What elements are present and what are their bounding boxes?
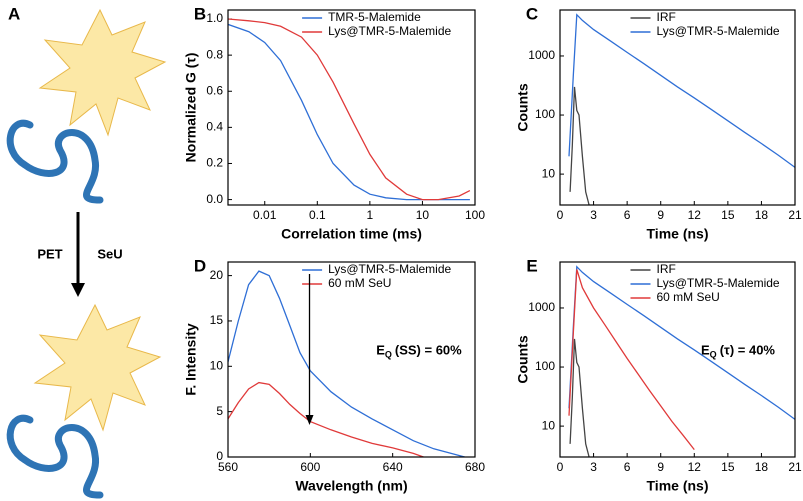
panel-label: D: [194, 256, 206, 275]
legend-label: Lys@TMR-5-Malemide: [657, 276, 780, 290]
panel-a: A PET SeU: [6, 4, 167, 499]
x-tick-label: 640: [383, 460, 403, 474]
x-tick-label: 6: [624, 208, 631, 222]
x-tick-label: 100: [465, 208, 485, 222]
panel-label: E: [526, 256, 537, 275]
legend-label: 60 mM SeU: [328, 276, 391, 290]
annotation-main: E: [376, 343, 385, 358]
y-tick-label: 0.0: [206, 192, 223, 206]
x-tick-label: 3: [590, 208, 597, 222]
panel-label: A: [8, 4, 20, 23]
x-tick-label: 0: [557, 460, 564, 474]
x-tick-label: 12: [688, 460, 702, 474]
x-tick-label: 9: [657, 208, 664, 222]
y-tick-label: 15: [210, 313, 224, 327]
data-line: [228, 381, 424, 457]
axes-frame: [227, 9, 476, 206]
legend-label: 60 mM SeU: [657, 290, 720, 304]
data-line: [228, 23, 470, 201]
y-tick-label: 10: [210, 358, 224, 372]
y-axis-label: F. Intensity: [183, 323, 199, 396]
data-line: [568, 269, 695, 451]
axes-frame: [559, 9, 796, 206]
arrow-head: [71, 283, 85, 297]
y-tick-label: 1000: [528, 48, 555, 62]
legend-label: Lys@TMR-5-Malemide: [657, 24, 780, 38]
protein-chain: [6, 119, 104, 204]
y-axis-label: Counts: [515, 335, 531, 383]
arrow-head: [305, 415, 314, 425]
x-axis-label: Wavelength (nm): [295, 478, 407, 494]
y-tick-label: 10: [542, 166, 556, 180]
data-line: [568, 265, 795, 420]
annotation-rest: (τ) = 40%: [720, 343, 776, 358]
x-tick-label: 560: [218, 460, 238, 474]
x-tick-label: 21: [788, 208, 802, 222]
y-tick-label: 20: [210, 268, 224, 282]
x-tick-label: 1: [367, 208, 374, 222]
axes-frame: [559, 261, 796, 458]
x-tick-label: 3: [590, 460, 597, 474]
x-tick-label: 10: [416, 208, 430, 222]
x-axis-label: Time (ns): [647, 226, 709, 242]
x-tick-label: 12: [688, 208, 702, 222]
y-tick-label: 100: [535, 359, 555, 373]
data-line: [228, 18, 471, 201]
chart: E 0 3 6 9 12 15 18 21 10 100 1000 Time (ns) Counts IRF…: [515, 256, 802, 493]
axes-frame: [227, 261, 476, 458]
y-tick-label: 5: [216, 404, 223, 418]
y-tick-label: 0.2: [206, 156, 223, 170]
annotation: EQ (SS) = 60%: [376, 343, 462, 360]
annotation-main: E: [701, 343, 710, 358]
protein-chain: [6, 414, 104, 499]
annotation-rest: (SS) = 60%: [395, 343, 462, 358]
y-tick-label: 1000: [528, 300, 555, 314]
x-tick-label: 600: [300, 460, 320, 474]
annotation-sub: Q: [710, 350, 717, 360]
chart: D 560 600 640 680 0 5 10 15 20 Wavelength (nm) F. I…: [183, 256, 486, 493]
chart: B 0.01 0.1 1 10 100 0.0 0.2 0.4 0.6 0.8 1.0 Correlat…: [183, 4, 486, 241]
chart: C 0 3 6 9 12 15 18 21 10 100 1000 Time (ns) Counts IRF…: [515, 4, 802, 241]
legend-label: Lys@TMR-5-Malemide: [328, 262, 451, 276]
x-tick-label: 15: [721, 208, 735, 222]
annotation: EQ (τ) = 40%: [701, 343, 775, 360]
dye-star: [33, 303, 162, 432]
data-line: [569, 86, 590, 205]
x-tick-label: 21: [788, 460, 802, 474]
y-tick-label: 0: [216, 449, 223, 463]
annotation-sub: Q: [385, 350, 392, 360]
x-tick-label: 0.01: [253, 208, 277, 222]
y-tick-label: 0.4: [206, 120, 223, 134]
y-axis-label: Normalized G (τ): [183, 53, 199, 163]
legend-label: IRF: [657, 10, 676, 24]
x-tick-label: 680: [465, 460, 485, 474]
x-axis-label: Time (ns): [647, 478, 709, 494]
x-tick-label: 15: [721, 460, 735, 474]
y-tick-label: 10: [542, 418, 556, 432]
x-axis-label: Correlation time (ms): [281, 226, 422, 242]
y-tick-label: 1.0: [206, 11, 223, 25]
legend-label: TMR-5-Malemide: [328, 10, 421, 24]
x-tick-label: 18: [755, 208, 769, 222]
legend-label: IRF: [657, 262, 676, 276]
x-tick-label: 18: [755, 460, 769, 474]
x-tick-label: 9: [657, 460, 664, 474]
panel-label: B: [194, 4, 206, 23]
data-line: [569, 338, 590, 457]
dye-star: [38, 8, 167, 137]
x-tick-label: 6: [624, 460, 631, 474]
arrow-right-label: SeU: [97, 246, 122, 261]
data-line: [568, 13, 795, 168]
arrow-left-label: PET: [37, 246, 62, 261]
y-tick-label: 0.8: [206, 47, 223, 61]
legend-label: Lys@TMR-5-Malemide: [328, 24, 451, 38]
data-line: [228, 270, 465, 457]
y-tick-label: 100: [535, 107, 555, 121]
y-tick-label: 0.6: [206, 83, 223, 97]
x-tick-label: 0: [557, 208, 564, 222]
panel-label: C: [526, 4, 538, 23]
y-axis-label: Counts: [515, 83, 531, 131]
x-tick-label: 0.1: [309, 208, 326, 222]
